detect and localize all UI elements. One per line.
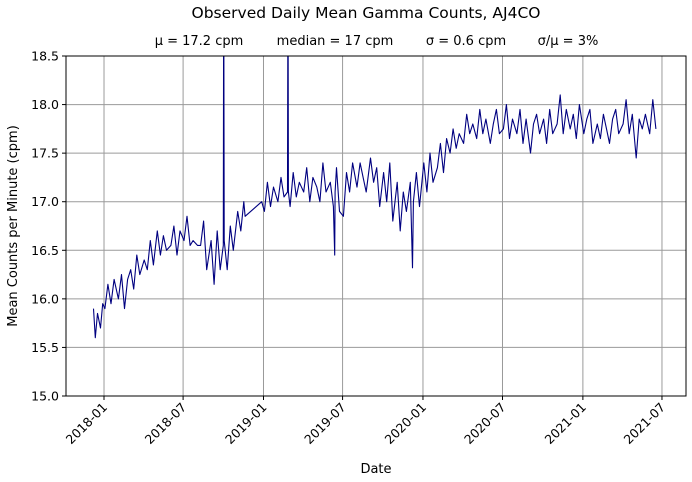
subtitle-mean: μ = 17.2 cpm xyxy=(155,34,244,49)
y-tick-label: 15.5 xyxy=(31,340,59,355)
x-tick-label: 2019-01 xyxy=(222,400,270,448)
subtitle-median: median = 17 cpm xyxy=(277,34,394,49)
x-tick-label: 2019-07 xyxy=(301,400,349,448)
x-tick-label: 2021-01 xyxy=(541,400,589,448)
y-axis-label: Mean Counts per Minute (cpm) xyxy=(6,125,21,327)
y-tick-label: 18.0 xyxy=(31,97,59,112)
series-line xyxy=(92,56,657,339)
chart-subtitle: μ = 17.2 cpm median = 17 cpm σ = 0.6 cpm… xyxy=(155,34,599,49)
chart-title: Observed Daily Mean Gamma Counts, AJ4CO xyxy=(192,4,541,22)
x-tick-label: 2021-07 xyxy=(621,400,669,448)
y-tick-label: 17.5 xyxy=(31,146,59,161)
y-tick-label: 18.5 xyxy=(31,49,59,64)
x-tick-label: 2020-07 xyxy=(461,400,509,448)
y-tick-label: 16.5 xyxy=(31,243,59,258)
y-tick-label: 15.0 xyxy=(31,389,59,404)
ticks: 15.0 15.5 16.0 16.5 17.0 17.5 18.0 18.5 2018-01 2… xyxy=(31,49,668,448)
plot-frame xyxy=(65,55,687,397)
y-tick-label: 16.0 xyxy=(31,291,59,306)
subtitle-cv: σ/μ = 3% xyxy=(538,34,599,49)
x-axis-label: Date xyxy=(360,462,391,477)
x-tick-label: 2018-01 xyxy=(63,400,111,448)
x-tick-label: 2020-01 xyxy=(382,400,430,448)
subtitle-sigma: σ = 0.6 cpm xyxy=(426,34,506,49)
y-tick-label: 17.0 xyxy=(31,194,59,209)
x-tick-label: 2018-07 xyxy=(142,400,190,448)
grid xyxy=(66,55,686,397)
